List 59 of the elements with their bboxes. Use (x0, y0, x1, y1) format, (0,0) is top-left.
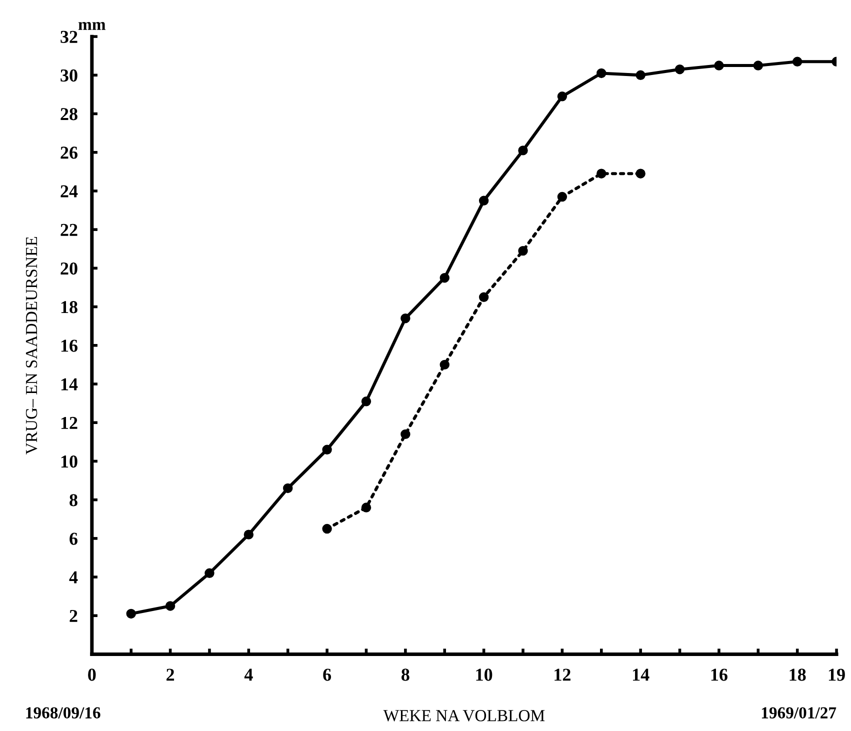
point (596, 168, 606, 178)
point (126, 608, 136, 619)
point (400, 314, 410, 324)
point (440, 272, 450, 283)
point (478, 196, 489, 206)
y-tick-label: 8 (70, 494, 78, 506)
y-tick-label: 6 (70, 532, 78, 545)
y-tick-label: 12 (61, 416, 78, 429)
y-tick-label: 22 (60, 224, 78, 236)
point (636, 70, 646, 80)
point (244, 530, 254, 540)
point (283, 483, 293, 494)
x-tick-label: 8 (402, 668, 410, 681)
point (440, 360, 450, 370)
y-tick-label: 10 (61, 455, 78, 468)
point (596, 68, 606, 78)
point (400, 429, 410, 440)
x-axis-title: WEKE NA VOLBLOM (383, 710, 545, 722)
x-tick-label: 12 (554, 668, 570, 681)
y-tick-label: 4 (69, 571, 78, 584)
y-tick-label: 24 (60, 185, 78, 198)
y-tick-label: 20 (60, 262, 78, 275)
point (204, 568, 214, 578)
x-tick-label: 4 (244, 668, 253, 681)
point (518, 246, 528, 256)
x-tick-label: 18 (790, 668, 806, 681)
point (753, 60, 764, 70)
y-tick-label: 28 (60, 108, 78, 120)
point (322, 444, 332, 454)
x-tick-label: 19 (828, 668, 845, 681)
x-tick-label: 10 (476, 668, 492, 681)
x-tick-label: 0 (88, 668, 96, 681)
point (792, 56, 802, 67)
y-tick-label: 30 (60, 69, 78, 82)
point (557, 192, 568, 202)
y-tick-label: 16 (61, 340, 78, 352)
point (165, 601, 176, 611)
x-tick-label: 14 (633, 668, 650, 681)
point (322, 524, 332, 534)
point (361, 502, 372, 512)
point (361, 396, 372, 406)
point (674, 64, 685, 74)
point (557, 92, 568, 102)
y-tick-label: 32 (60, 30, 78, 43)
text: mm (78, 22, 106, 30)
x-tick-label: 16 (711, 668, 728, 681)
x-tick-label: 2 (166, 668, 174, 681)
point (518, 146, 528, 156)
point (636, 168, 646, 178)
text: 1969/01/27 (762, 707, 836, 718)
y-tick-label: 26 (60, 146, 78, 159)
y-axis-title: VRUG– EN SAADDEURSNEE (26, 236, 38, 454)
text: 1968/09/16 (26, 707, 100, 718)
point (478, 292, 489, 302)
x-tick-label: 6 (323, 668, 332, 681)
y-tick-label: 2 (70, 610, 78, 622)
point (714, 60, 724, 70)
y-tick-label: 18 (61, 301, 78, 314)
y-tick-label: 14 (61, 378, 78, 390)
